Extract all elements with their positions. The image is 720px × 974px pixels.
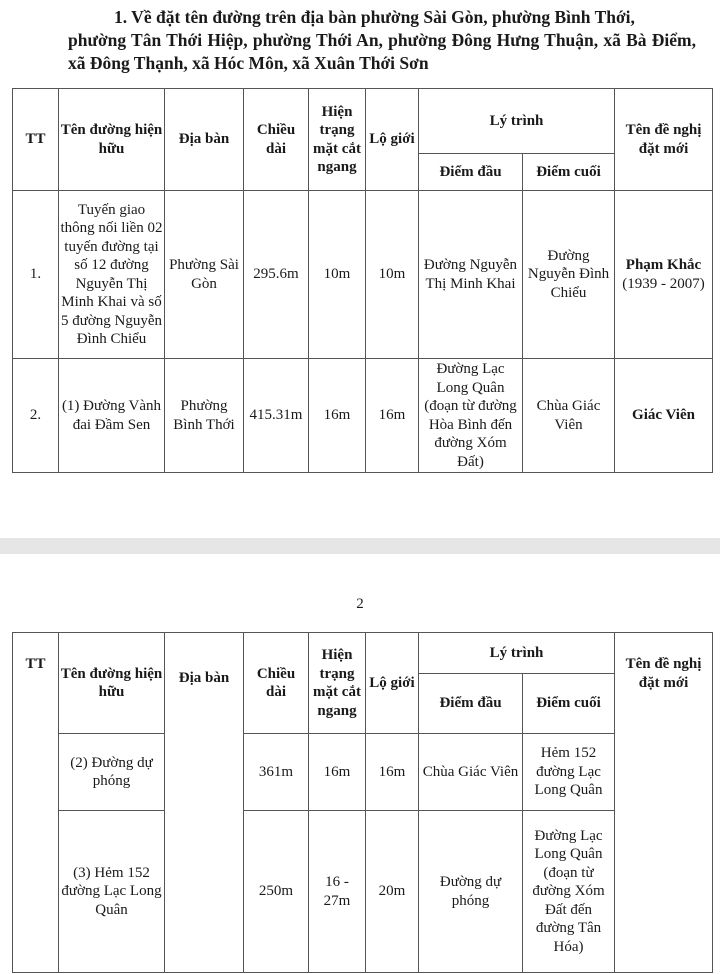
cell-cross-section: 10m xyxy=(308,190,366,359)
col-end: Điểm cuối xyxy=(521,673,616,734)
col-cross-section: Hiện trạng mặt cắt ngang xyxy=(308,88,366,191)
cell-cross-section: 16m xyxy=(308,358,366,473)
page-number: 2 xyxy=(356,596,364,612)
cell-proposed-name: Phạm Khắc (1939 - 2007) xyxy=(614,190,714,359)
street-naming-table-page-1: TT Tên đường hiện hữu Địa bàn Chiều dài … xyxy=(12,88,714,473)
cell-tt: 2. xyxy=(12,358,59,473)
col-start: Điểm đầu xyxy=(418,673,523,734)
cell-current-name: (3) Hẻm 152 đường Lạc Long Quân xyxy=(58,810,165,973)
cell-length: 250m xyxy=(243,810,309,973)
col-row-boundary: Lộ giới xyxy=(365,632,419,734)
cell-length: 295.6m xyxy=(243,190,309,359)
cell-current-name: (2) Đường dự phóng xyxy=(58,733,165,811)
col-area: Địa bàn xyxy=(164,632,244,973)
cell-end: Chùa Giác Viên xyxy=(521,358,616,473)
cell-proposed-name: Giác Viên xyxy=(614,358,714,473)
col-tt: TT xyxy=(12,632,59,973)
cell-row-boundary: 10m xyxy=(365,190,419,359)
page-separator xyxy=(0,538,720,554)
cell-row-boundary: 16m xyxy=(365,733,419,811)
col-area: Địa bàn xyxy=(164,88,244,191)
cell-start: Chùa Giác Viên xyxy=(418,733,523,811)
proposed-name-note: (1939 - 2007) xyxy=(622,275,705,292)
proposed-name: Phạm Khắc xyxy=(625,257,702,273)
col-proposed-name: Tên đề nghị đặt mới xyxy=(614,88,714,191)
col-tt: TT xyxy=(12,88,59,191)
cell-tt: 1. xyxy=(12,190,59,359)
col-length: Chiều dài xyxy=(243,88,309,191)
cell-length: 415.31m xyxy=(243,358,309,473)
col-cross-section: Hiện trạng mặt cắt ngang xyxy=(308,632,366,734)
cell-area: Phường Bình Thới xyxy=(164,358,244,473)
cell-current-name: (1) Đường Vành đai Đầm Sen xyxy=(58,358,165,473)
cell-length: 361m xyxy=(243,733,309,811)
cell-area: Phường Sài Gòn xyxy=(164,190,244,359)
cell-current-name: Tuyến giao thông nối liền 02 tuyến đường… xyxy=(58,190,165,359)
section-heading: 1. Về đặt tên đường trên địa bàn phường … xyxy=(68,6,696,75)
cell-cross-section: 16m xyxy=(308,733,366,811)
col-current-name: Tên đường hiện hữu xyxy=(58,632,165,734)
cell-end: Đường Lạc Long Quân (đoạn từ đường Xóm Đ… xyxy=(521,810,616,973)
col-route: Lý trình xyxy=(417,632,616,674)
table-row: (2) Đường dự phóng 361m 16m 16m Chùa Giá… xyxy=(13,733,713,811)
cell-start: Đường Lạc Long Quân (đoạn từ đường Hòa B… xyxy=(418,358,523,473)
cell-start: Đường dự phóng xyxy=(418,810,523,973)
col-start: Điểm đầu xyxy=(418,153,523,191)
col-row-boundary: Lộ giới xyxy=(365,88,419,191)
cell-start: Đường Nguyễn Thị Minh Khai xyxy=(418,190,523,359)
cell-end: Hẻm 152 đường Lạc Long Quân xyxy=(521,733,616,811)
cell-cross-section: 16 - 27m xyxy=(308,810,366,973)
col-proposed-name: Tên đề nghị đặt mới xyxy=(614,632,714,973)
heading-line-1: 1. Về đặt tên đường trên địa bàn phường … xyxy=(114,7,635,27)
heading-rest: phường Tân Thới Hiệp, phường Thới An, ph… xyxy=(68,30,696,73)
table-row: 2. (1) Đường Vành đai Đầm Sen Phường Bìn… xyxy=(12,358,714,473)
cell-row-boundary: 16m xyxy=(365,358,419,473)
street-naming-table-page-2: TT Tên đường hiện hữu Địa bàn Chiều dài … xyxy=(12,632,714,973)
cell-row-boundary: 20m xyxy=(365,810,419,973)
col-length: Chiều dài xyxy=(243,632,309,734)
table-row: (3) Hẻm 152 đường Lạc Long Quân 250m 16 … xyxy=(13,810,713,973)
table-row: 1. Tuyến giao thông nối liền 02 tuyến đư… xyxy=(12,190,714,359)
col-route: Lý trình xyxy=(417,88,616,154)
col-current-name: Tên đường hiện hữu xyxy=(58,88,165,191)
cell-end: Đường Nguyễn Đình Chiểu xyxy=(521,190,616,359)
col-end: Điểm cuối xyxy=(521,153,616,191)
